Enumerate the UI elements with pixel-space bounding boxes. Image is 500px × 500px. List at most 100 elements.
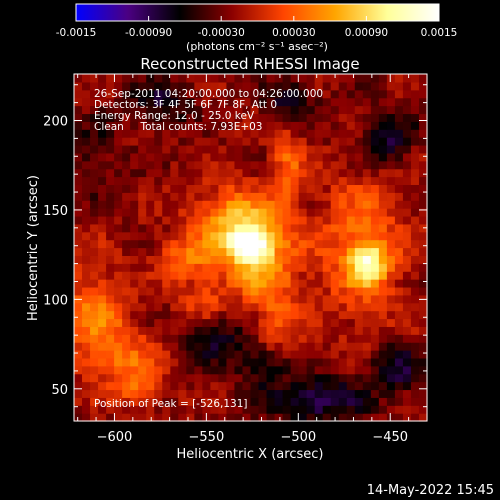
heatmap-cell [250, 97, 260, 107]
heatmap-cell [74, 89, 83, 99]
y-tick-label: 150 [43, 204, 68, 219]
heatmap-cell [218, 334, 228, 343]
heatmap-cell [90, 373, 99, 383]
heatmap-cell [306, 192, 316, 201]
heatmap-cell [74, 413, 83, 422]
heatmap-cell [266, 294, 276, 304]
heatmap-cell [154, 342, 163, 351]
heatmap-cell [186, 192, 195, 201]
heatmap-cell [170, 413, 179, 422]
heatmap-cell [386, 357, 396, 367]
heatmap-cell [210, 263, 220, 272]
heatmap-cell [194, 294, 203, 304]
heatmap-cell [338, 381, 348, 391]
heatmap-cell [98, 200, 107, 209]
heatmap-cell [218, 365, 228, 375]
heatmap-cell [322, 223, 332, 233]
heatmap-cell [330, 200, 340, 209]
heatmap-cell [178, 121, 187, 130]
heatmap-cell [186, 137, 195, 146]
heatmap-cell [178, 405, 187, 414]
heatmap-cell [290, 239, 300, 249]
heatmap-cell [122, 279, 131, 288]
heatmap-cell [82, 74, 91, 83]
heatmap-cell [290, 200, 300, 209]
heatmap-cell [218, 97, 228, 107]
heatmap-cell [194, 105, 203, 115]
heatmap-cell [410, 192, 420, 201]
heatmap-cell [218, 318, 228, 327]
heatmap-cell [322, 152, 332, 162]
heatmap-cell [402, 223, 412, 233]
heatmap-cell [146, 74, 155, 83]
heatmap-cell [370, 326, 380, 335]
heatmap-cell [290, 160, 300, 170]
heatmap-cell [226, 168, 236, 178]
heatmap-cell [354, 215, 364, 225]
heatmap-cell [394, 176, 404, 186]
heatmap-cell [394, 231, 404, 241]
x-tick-label: −450 [372, 430, 408, 445]
heatmap-cell [202, 176, 211, 186]
heatmap-cell [194, 215, 203, 225]
heatmap-cell [378, 231, 388, 241]
heatmap-cell [106, 326, 115, 335]
heatmap-cell [186, 357, 195, 367]
heatmap-cell [418, 231, 428, 241]
heatmap-cell [242, 160, 252, 170]
heatmap-cell [322, 326, 332, 335]
heatmap-cell [146, 168, 155, 178]
heatmap-cell [306, 279, 316, 288]
heatmap-cell [306, 318, 316, 327]
heatmap-cell [202, 318, 211, 327]
heatmap-cell [410, 137, 420, 146]
heatmap-cell [378, 334, 388, 343]
heatmap-cell [354, 81, 364, 91]
heatmap-cell [314, 239, 324, 249]
heatmap-cell [98, 247, 107, 256]
heatmap-cell [234, 231, 244, 241]
heatmap-cell [146, 294, 155, 304]
heatmap-cell [290, 81, 300, 91]
heatmap-cell [218, 105, 228, 115]
heatmap-cell [282, 279, 292, 288]
heatmap-cell [378, 271, 388, 280]
heatmap-cell [154, 286, 163, 296]
colorbar-unit-label: (photons cm⁻² s⁻¹ asec⁻²) [186, 40, 328, 53]
heatmap-cell [122, 326, 131, 335]
heatmap-cell [130, 413, 139, 422]
heatmap-cell [234, 137, 244, 146]
heatmap-cell [106, 279, 115, 288]
heatmap-cell [202, 263, 211, 272]
heatmap-cell [298, 168, 308, 178]
heatmap-cell [354, 357, 364, 367]
heatmap-cell [242, 255, 252, 264]
heatmap-cell [178, 310, 187, 320]
heatmap-cell [106, 373, 115, 383]
heatmap-cell [402, 184, 412, 193]
heatmap-cell [178, 200, 187, 209]
heatmap-cell [354, 144, 364, 154]
heatmap-cell [178, 176, 187, 186]
heatmap-cell [242, 105, 252, 115]
heatmap-cell [306, 397, 316, 406]
heatmap-cell [234, 271, 244, 280]
heatmap-cell [394, 81, 404, 91]
heatmap-cell [202, 255, 211, 264]
heatmap-cell [314, 318, 324, 327]
heatmap-cell [258, 184, 268, 193]
heatmap-cell [306, 160, 316, 170]
heatmap-cell [194, 357, 203, 367]
info-line-detectors: Detectors: 3F 4F 5F 6F 7F 8F, Att 0 [94, 99, 277, 111]
heatmap-cell [418, 200, 428, 209]
heatmap-cell [266, 208, 276, 217]
heatmap-cell [298, 405, 308, 414]
plot-frame [73, 73, 428, 422]
heatmap-cell [146, 239, 155, 249]
heatmap-cell [354, 381, 364, 391]
heatmap-cell [234, 326, 244, 335]
heatmap-cell [394, 184, 404, 193]
heatmap-cell [282, 176, 292, 186]
heatmap-cell [274, 105, 284, 115]
heatmap-cell [130, 223, 139, 233]
